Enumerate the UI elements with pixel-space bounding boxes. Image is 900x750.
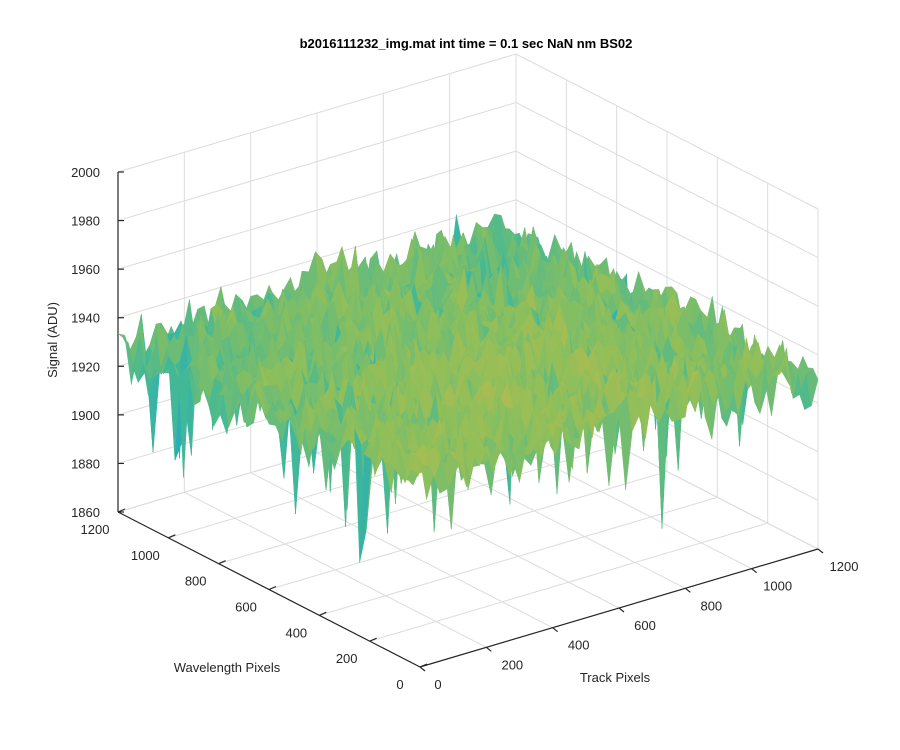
grid-line-y-floor (369, 522, 768, 642)
x-tick-label: 400 (568, 638, 590, 653)
z-tick-label: 1940 (71, 311, 100, 326)
y-tick-label: 800 (185, 574, 207, 589)
y-tick-label: 0 (396, 677, 403, 692)
z-tick-label: 1980 (71, 214, 100, 229)
y-tick-label: 400 (285, 625, 307, 640)
grid-line-z-back-wall (117, 53, 517, 173)
y-tick-mark (218, 560, 226, 565)
x-tick-mark (817, 548, 824, 554)
tick-labels: 0 200 400 600 800 1000 1200 0 200 400 600 800 1000 12… (71, 165, 858, 692)
x-tick-label: 600 (634, 618, 656, 633)
x-axis-label: Track Pixels (580, 670, 651, 685)
y-tick-mark (419, 663, 428, 668)
y-tick-mark (268, 585, 277, 591)
z-tick-label: 1920 (71, 359, 100, 374)
surface-plot (117, 213, 819, 563)
z-axis-label: Signal (ADU) (45, 302, 60, 378)
y-axis-label: Wavelength Pixels (174, 660, 281, 675)
grid-line-z-side-wall (515, 150, 819, 307)
x-tick-mark (552, 627, 559, 633)
axes (117, 171, 824, 672)
grid-line-z-back-wall (117, 150, 517, 270)
x-tick-label: 1000 (763, 579, 792, 594)
z-tick-label: 2000 (71, 165, 100, 180)
grid-line-y-floor (268, 471, 668, 590)
x-tick-mark (485, 646, 492, 652)
grid-line-z-back-wall (117, 102, 517, 222)
y-tick-label: 1200 (81, 522, 110, 537)
y-tick-mark (319, 611, 327, 616)
z-tick-label: 1900 (71, 408, 100, 423)
z-tick-label: 1960 (71, 262, 100, 277)
x-tick-label: 1200 (830, 559, 859, 574)
y-tick-mark (168, 534, 176, 539)
y-tick-label: 1000 (131, 548, 160, 563)
x-tick-label: 800 (700, 598, 722, 613)
x-tick-mark (618, 607, 625, 613)
grid-line-y-floor (218, 445, 617, 565)
y-tick-mark (369, 637, 377, 642)
grid-line-z-side-wall (515, 53, 819, 210)
z-tick-label: 1860 (71, 505, 100, 520)
x-tick-label: 0 (434, 677, 441, 692)
x-tick-mark (751, 568, 758, 574)
grid-line-z-side-wall (515, 199, 819, 356)
y-tick-label: 200 (336, 651, 358, 666)
z-tick-label: 1880 (71, 456, 100, 471)
grid-line-z-side-wall (515, 102, 819, 259)
x-tick-mark (419, 666, 426, 672)
x-tick-label: 200 (501, 657, 523, 672)
surface-patch (806, 368, 819, 406)
grid-line-y-floor (319, 496, 718, 616)
y-tick-label: 600 (235, 600, 257, 615)
x-tick-mark (684, 587, 691, 593)
chart-title: b2016111232_img.mat int time = 0.1 sec N… (300, 36, 633, 51)
